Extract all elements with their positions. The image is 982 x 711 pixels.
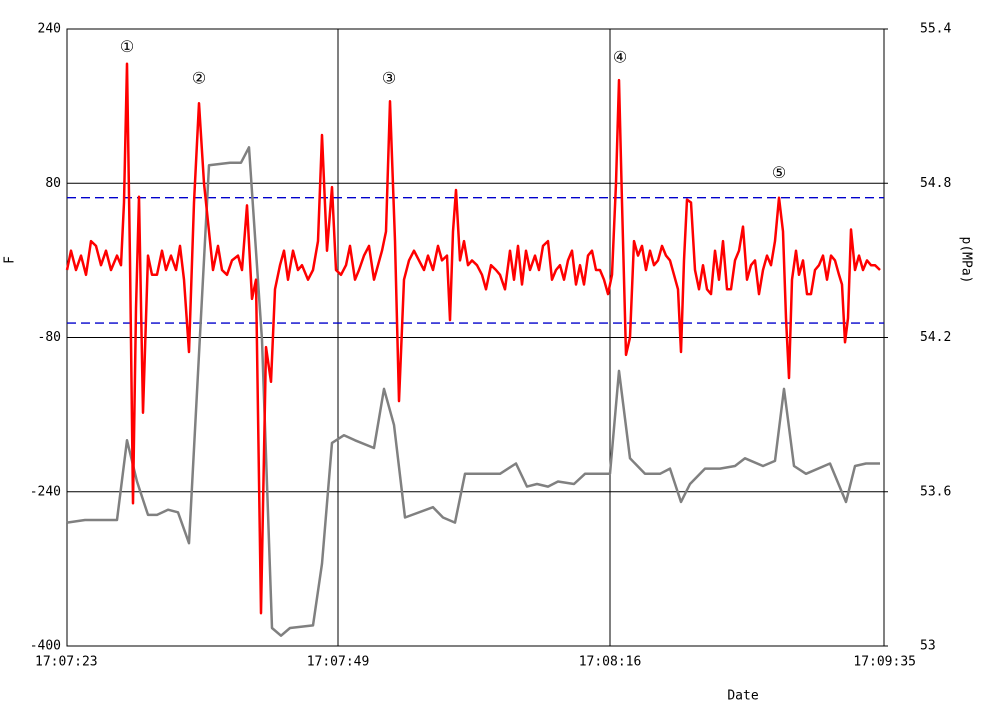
x-axis-label: Date — [727, 689, 758, 704]
y-tick-label: -240 — [30, 484, 61, 499]
y-axis-label: F — [3, 256, 18, 264]
annotation: ⑤ — [772, 163, 786, 182]
y-tick-label: 240 — [38, 22, 61, 37]
y-tick-label: 80 — [45, 176, 61, 191]
annotation: ④ — [613, 47, 627, 66]
data-line — [65, 62, 881, 615]
y2-tick-label: 53.6 — [920, 484, 951, 499]
annotation: ③ — [382, 69, 396, 88]
x-tick-label: 17:08:16 — [579, 655, 642, 670]
data-line — [66, 146, 880, 637]
y2-tick-label: 55.4 — [920, 22, 951, 37]
y-tick-label: -80 — [38, 330, 61, 345]
x-tick-label: 17:07:23 — [35, 655, 98, 670]
y2-tick-label: 54.2 — [920, 330, 951, 345]
y-tick-label: -400 — [30, 639, 61, 654]
y2-tick-label: 54.8 — [920, 176, 951, 191]
annotation: ② — [192, 69, 206, 88]
x-tick-label: 17:09:35 — [853, 655, 916, 670]
annotation: ① — [120, 37, 134, 56]
y2-tick-label: 53 — [920, 639, 936, 654]
y2-axis-label: p(MPa) — [959, 237, 974, 284]
x-tick-label: 17:07:49 — [307, 655, 370, 670]
